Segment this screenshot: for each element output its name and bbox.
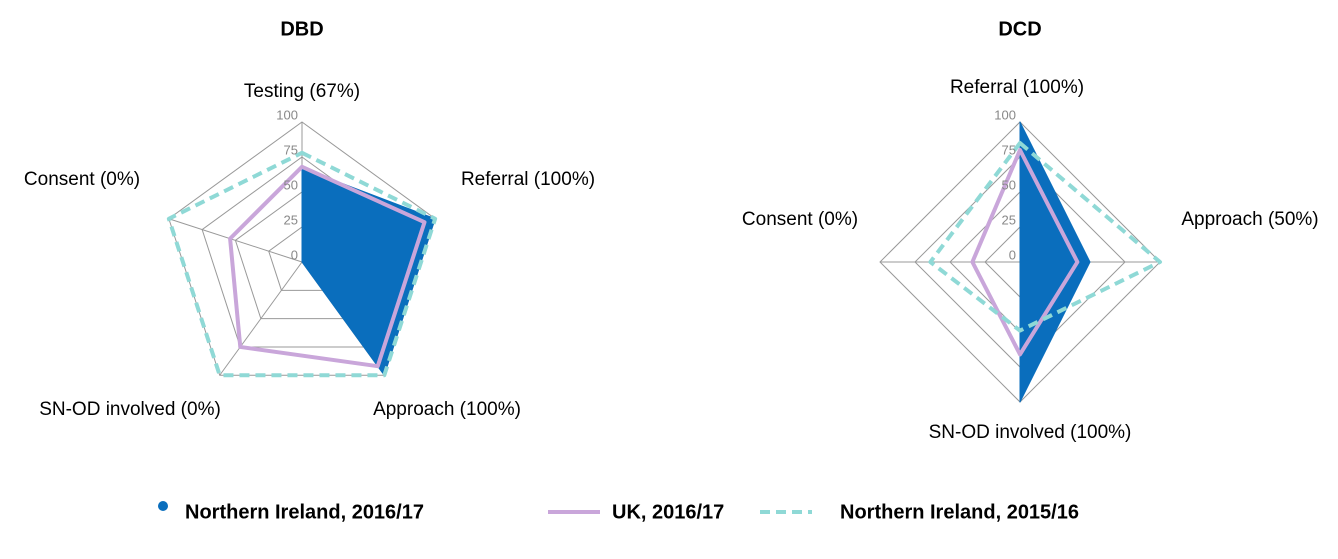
- series-shape: [928, 141, 1162, 333]
- grid-ring: [168, 121, 436, 376]
- tick-label: 50: [1002, 177, 1016, 192]
- series-shape: [970, 148, 1080, 357]
- tick-label: 25: [1002, 212, 1016, 227]
- legend-label: UK, 2016/17: [612, 501, 724, 523]
- tick-label: 25: [284, 212, 298, 227]
- category-label: Consent (0%): [742, 209, 858, 230]
- tick-label: 75: [1002, 142, 1016, 157]
- category-label: Referral (100%): [950, 77, 1084, 98]
- tick-label: 100: [276, 107, 298, 122]
- chart-title: DBD: [280, 18, 323, 40]
- series-shape: [1019, 121, 1091, 403]
- category-label: Approach (50%): [1181, 209, 1318, 230]
- chart-title: DCD: [998, 18, 1041, 40]
- legend-marker: [158, 501, 168, 511]
- spoke: [219, 261, 303, 376]
- tick-label: 50: [284, 177, 298, 192]
- spoke: [168, 218, 303, 263]
- series-shape: [301, 167, 436, 376]
- category-label: Referral (100%): [461, 169, 595, 190]
- category-label: SN-OD involved (0%): [39, 399, 221, 420]
- legend-label: Northern Ireland, 2016/17: [185, 501, 424, 523]
- legend-label: Northern Ireland, 2015/16: [840, 501, 1079, 523]
- category-label: Testing (67%): [244, 81, 360, 102]
- series-shape: [228, 164, 427, 369]
- category-label: SN-OD involved (100%): [929, 422, 1132, 443]
- tick-label: 0: [291, 247, 298, 262]
- tick-label: 100: [994, 107, 1016, 122]
- category-label: Approach (100%): [373, 399, 521, 420]
- tick-label: 0: [1009, 247, 1016, 262]
- category-label: Consent (0%): [24, 169, 140, 190]
- tick-label: 75: [284, 142, 298, 157]
